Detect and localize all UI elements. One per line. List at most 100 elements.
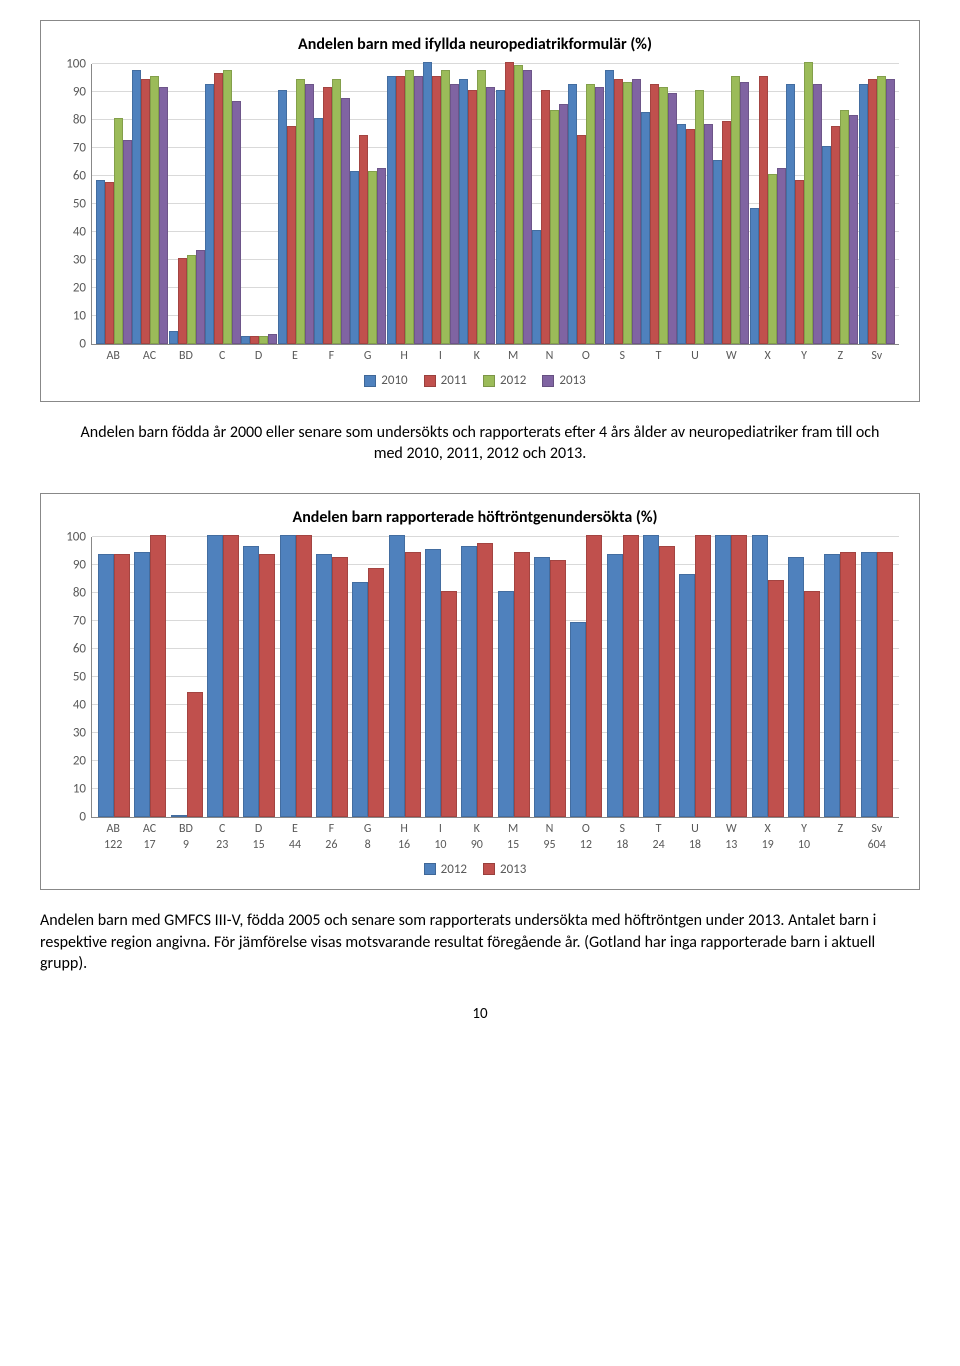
bar [505,62,514,344]
x-label: M [495,349,531,363]
bar [840,110,849,344]
bar [632,79,641,344]
bar [159,87,168,344]
bar [541,90,550,344]
ytick-label: 20 [73,281,92,296]
x-label-count: 12 [568,838,604,852]
x-label-count: 17 [131,838,167,852]
x-label: M [495,822,531,836]
x-label: Y [786,822,822,836]
bar-group [241,64,277,344]
ytick-label: 10 [73,781,92,796]
x-label: S [604,349,640,363]
bar-group [241,537,277,817]
bar [105,182,114,344]
ytick-label: 60 [73,641,92,656]
bar [859,84,868,344]
x-label: I [422,822,458,836]
bar-group [495,537,531,817]
bar [514,65,523,344]
ytick-label: 0 [79,809,92,824]
bar [804,591,820,817]
x-label-count: 10 [786,838,822,852]
bar [114,118,123,344]
x-label-count: 122 [95,838,131,852]
bar [614,79,623,344]
legend-item: 2012 [424,862,467,877]
ytick-label: 20 [73,753,92,768]
bar-group [532,537,568,817]
bar [595,87,604,344]
chart1-plot-area: 0102030405060708090100 [91,64,899,345]
bar [659,546,675,817]
bar-group [641,64,677,344]
x-label: U [677,822,713,836]
bar-group [314,64,350,344]
bar-group [641,537,677,817]
bar [123,140,132,344]
bar [514,552,530,817]
x-label: D [240,349,276,363]
bar [368,171,377,344]
x-label: F [313,822,349,836]
chart1-legend: 2010201120122013 [51,373,899,391]
x-label-count: 90 [459,838,495,852]
bar [886,79,895,344]
bar [259,554,275,816]
bar [441,591,457,817]
bar [840,552,856,817]
bar [396,76,405,344]
bar [668,93,677,344]
bar [523,70,532,344]
bar [777,168,786,344]
bar [486,87,495,344]
x-label: O [568,349,604,363]
bar [715,535,731,817]
bar [695,90,704,344]
bar [641,112,650,344]
x-label: E [277,349,313,363]
x-label: D [240,822,276,836]
x-label-count: 18 [604,838,640,852]
bar [425,549,441,817]
bar [296,79,305,344]
bar [788,557,804,817]
x-label: U [677,349,713,363]
x-label: X [749,822,785,836]
bar [868,79,877,344]
bar [659,87,668,344]
x-label: C [204,349,240,363]
ytick-label: 40 [73,697,92,712]
x-label: N [531,349,567,363]
x-label: Sv [859,822,895,836]
x-label-count: 8 [350,838,386,852]
legend-swatch [483,863,495,875]
bar [389,535,405,817]
bar-group [859,537,895,817]
bar-group [169,537,205,817]
legend-swatch [364,375,376,387]
bar [405,70,414,344]
bar [350,171,359,344]
bar [278,90,287,344]
legend-label: 2011 [441,373,467,388]
bar [822,146,831,344]
ytick-label: 100 [66,529,92,544]
bar-group [314,537,350,817]
bar-group [677,537,713,817]
bar [332,557,348,817]
bar [568,84,577,344]
chart1-caption: Andelen barn födda år 2000 eller senare … [70,422,890,465]
bar [477,543,493,817]
x-label: AB [95,822,131,836]
bar [750,208,759,344]
x-label: G [350,349,386,363]
bar [243,546,259,817]
x-label: E [277,822,313,836]
bar [359,135,368,344]
bar-group [532,64,568,344]
x-label: K [459,349,495,363]
bar [414,76,423,344]
x-label-count: 16 [386,838,422,852]
bar-group [786,537,822,817]
